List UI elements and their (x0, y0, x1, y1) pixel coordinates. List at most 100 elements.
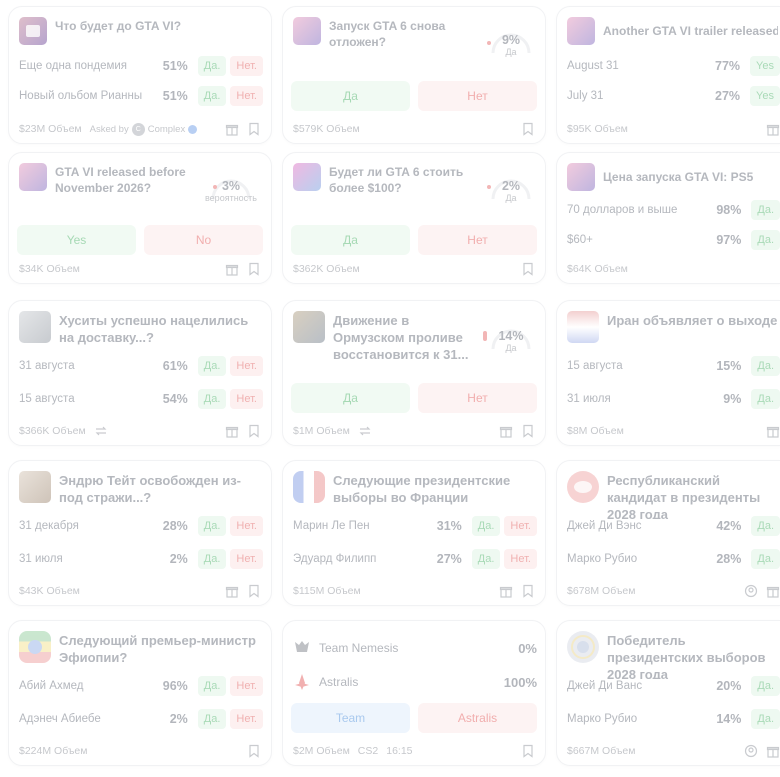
no-button[interactable]: Нет. (504, 549, 537, 569)
market-card[interactable]: Цена запуска GTA VI: PS5 70 долларов и в… (556, 152, 780, 284)
yes-button[interactable]: Да (291, 383, 410, 413)
market-title[interactable]: Иран объявляет о выходе из переговоров о… (607, 313, 780, 328)
yes-button[interactable]: Да. (471, 549, 501, 569)
outcome-label: Марко Рубио (567, 713, 638, 725)
market-card[interactable]: Эндрю Тейт освобожден из-под стражи...? … (8, 460, 272, 606)
no-button[interactable]: Нет. (230, 709, 263, 729)
no-button[interactable]: No (144, 225, 263, 255)
market-title[interactable]: GTA VI released before November 2026? (55, 165, 186, 195)
no-button[interactable]: Нет. (230, 389, 263, 409)
yes-button[interactable]: Да (291, 81, 410, 111)
bookmark-icon[interactable] (521, 122, 535, 136)
yes-button[interactable]: Да. (197, 516, 227, 536)
yes-button[interactable]: Да. (751, 389, 780, 409)
gift-icon[interactable] (225, 584, 239, 598)
market-card[interactable]: GTA VI released before November 2026? 3%… (8, 152, 272, 284)
bookmark-icon[interactable] (521, 744, 535, 758)
no-button[interactable]: Нет. (230, 86, 263, 106)
no-button[interactable]: Нет. (230, 516, 263, 536)
gift-icon[interactable] (766, 122, 780, 136)
gift-icon[interactable] (766, 424, 780, 438)
bookmark-icon[interactable] (521, 424, 535, 438)
market-title[interactable]: Эндрю Тейт освобожден из-под стражи...? (59, 473, 242, 505)
user-search-icon[interactable] (744, 584, 758, 598)
market-card[interactable]: Движение в Ормузском проливе восстановит… (282, 300, 546, 446)
yes-button[interactable]: Да. (751, 516, 780, 536)
outcome-percent: 20% (716, 679, 742, 693)
gift-icon[interactable] (766, 744, 780, 758)
no-button[interactable]: Нет. (230, 356, 263, 376)
market-card[interactable]: Будет ли GTA 6 стоить более $100? 2% Да … (282, 152, 546, 284)
bookmark-icon[interactable] (521, 584, 535, 598)
market-title[interactable]: Another GTA VI trailer released by... (603, 24, 778, 38)
market-title[interactable]: Цена запуска GTA VI: PS5 (603, 170, 754, 184)
yes-button[interactable]: Да. (751, 356, 780, 376)
gift-icon[interactable] (225, 122, 239, 136)
no-button[interactable]: Нет. (230, 676, 263, 696)
no-button[interactable]: Нет (418, 383, 537, 413)
yes-button[interactable]: Да. (197, 356, 227, 376)
no-button[interactable]: Нет (418, 81, 537, 111)
market-title[interactable]: Запуск GTA 6 снова отложен? (329, 19, 446, 49)
yes-button[interactable]: Да. (471, 516, 501, 536)
gift-icon[interactable] (766, 584, 780, 598)
no-button[interactable]: Нет. (230, 56, 263, 76)
market-title[interactable]: Следующие президентские выборы во Франци… (333, 473, 511, 505)
market-title[interactable]: Следующий премьер-министр Эфиопии? (59, 633, 256, 665)
yes-button[interactable]: Да. (751, 230, 780, 250)
gauge-label: Да (505, 343, 517, 353)
bookmark-icon[interactable] (521, 262, 535, 276)
outcome-label: 70 долларов и выше (567, 204, 678, 216)
yes-button[interactable]: Да. (197, 86, 227, 106)
yes-button[interactable]: Yes (750, 56, 780, 76)
team-nemesis-button[interactable]: Team (291, 703, 410, 733)
market-title[interactable]: Движение в Ормузском проливе восстановит… (333, 313, 469, 362)
bookmark-icon[interactable] (247, 744, 261, 758)
yes-button[interactable]: Да. (751, 676, 780, 696)
yes-button[interactable]: Да. (197, 709, 227, 729)
yes-button[interactable]: Да (291, 225, 410, 255)
market-title[interactable]: Что будет до GTA VI? (55, 19, 182, 33)
market-card[interactable]: Хуситы успешно нацелились на доставку...… (8, 300, 272, 446)
gauge-label: вероятность (205, 193, 257, 203)
asker-name[interactable]: Complex (147, 123, 186, 135)
gift-icon[interactable] (225, 262, 239, 276)
match-card[interactable]: Team Nemesis 0% Astralis 100% Team Astra… (282, 620, 546, 766)
yes-button[interactable]: Да. (197, 676, 227, 696)
market-title[interactable]: Республиканский кандидат в президенты 20… (607, 473, 761, 519)
market-card[interactable]: Следующий премьер-министр Эфиопии? Абий … (8, 620, 272, 766)
market-card[interactable]: Следующие президентские выборы во Франци… (282, 460, 546, 606)
yes-button[interactable]: Yes (17, 225, 136, 255)
no-button[interactable]: Нет (418, 225, 537, 255)
market-card[interactable]: Запуск GTA 6 снова отложен? 9% Да Да Нет… (282, 6, 546, 144)
market-title[interactable]: Будет ли GTA 6 стоить более $100? (329, 165, 464, 195)
market-title[interactable]: Победитель президентских выборов 2028 го… (607, 633, 766, 679)
no-button[interactable]: Нет. (504, 516, 537, 536)
card-footer: $579K Объем (293, 121, 535, 137)
outcome-label: Джей Ди Ванс (567, 680, 643, 692)
bookmark-icon[interactable] (247, 424, 261, 438)
yes-button[interactable]: Да. (751, 200, 780, 220)
market-card[interactable]: Another GTA VI trailer released by... Au… (556, 6, 780, 144)
bookmark-icon[interactable] (247, 584, 261, 598)
astralis-button[interactable]: Astralis (418, 703, 537, 733)
bookmark-icon[interactable] (247, 262, 261, 276)
bookmark-icon[interactable] (247, 122, 261, 136)
yes-button[interactable]: Да. (197, 549, 227, 569)
yes-button[interactable]: Да. (197, 56, 227, 76)
user-search-icon[interactable] (744, 744, 758, 758)
market-card[interactable]: Республиканский кандидат в президенты 20… (556, 460, 780, 606)
no-button[interactable]: Нет. (230, 549, 263, 569)
market-card[interactable]: Иран объявляет о выходе из переговоров о… (556, 300, 780, 446)
market-card[interactable]: Победитель президентских выборов 2028 го… (556, 620, 780, 766)
yes-button[interactable]: Да. (197, 389, 227, 409)
gift-icon[interactable] (225, 424, 239, 438)
outcome-label: Марко Рубио (567, 553, 638, 565)
yes-button[interactable]: Да. (751, 549, 780, 569)
market-card[interactable]: Что будет до GTA VI? Еще одна пондемия 5… (8, 6, 272, 144)
gift-icon[interactable] (499, 584, 513, 598)
gift-icon[interactable] (499, 424, 513, 438)
market-title[interactable]: Хуситы успешно нацелились на доставку...… (59, 313, 249, 345)
yes-button[interactable]: Yes (750, 86, 780, 106)
yes-button[interactable]: Да. (751, 709, 780, 729)
